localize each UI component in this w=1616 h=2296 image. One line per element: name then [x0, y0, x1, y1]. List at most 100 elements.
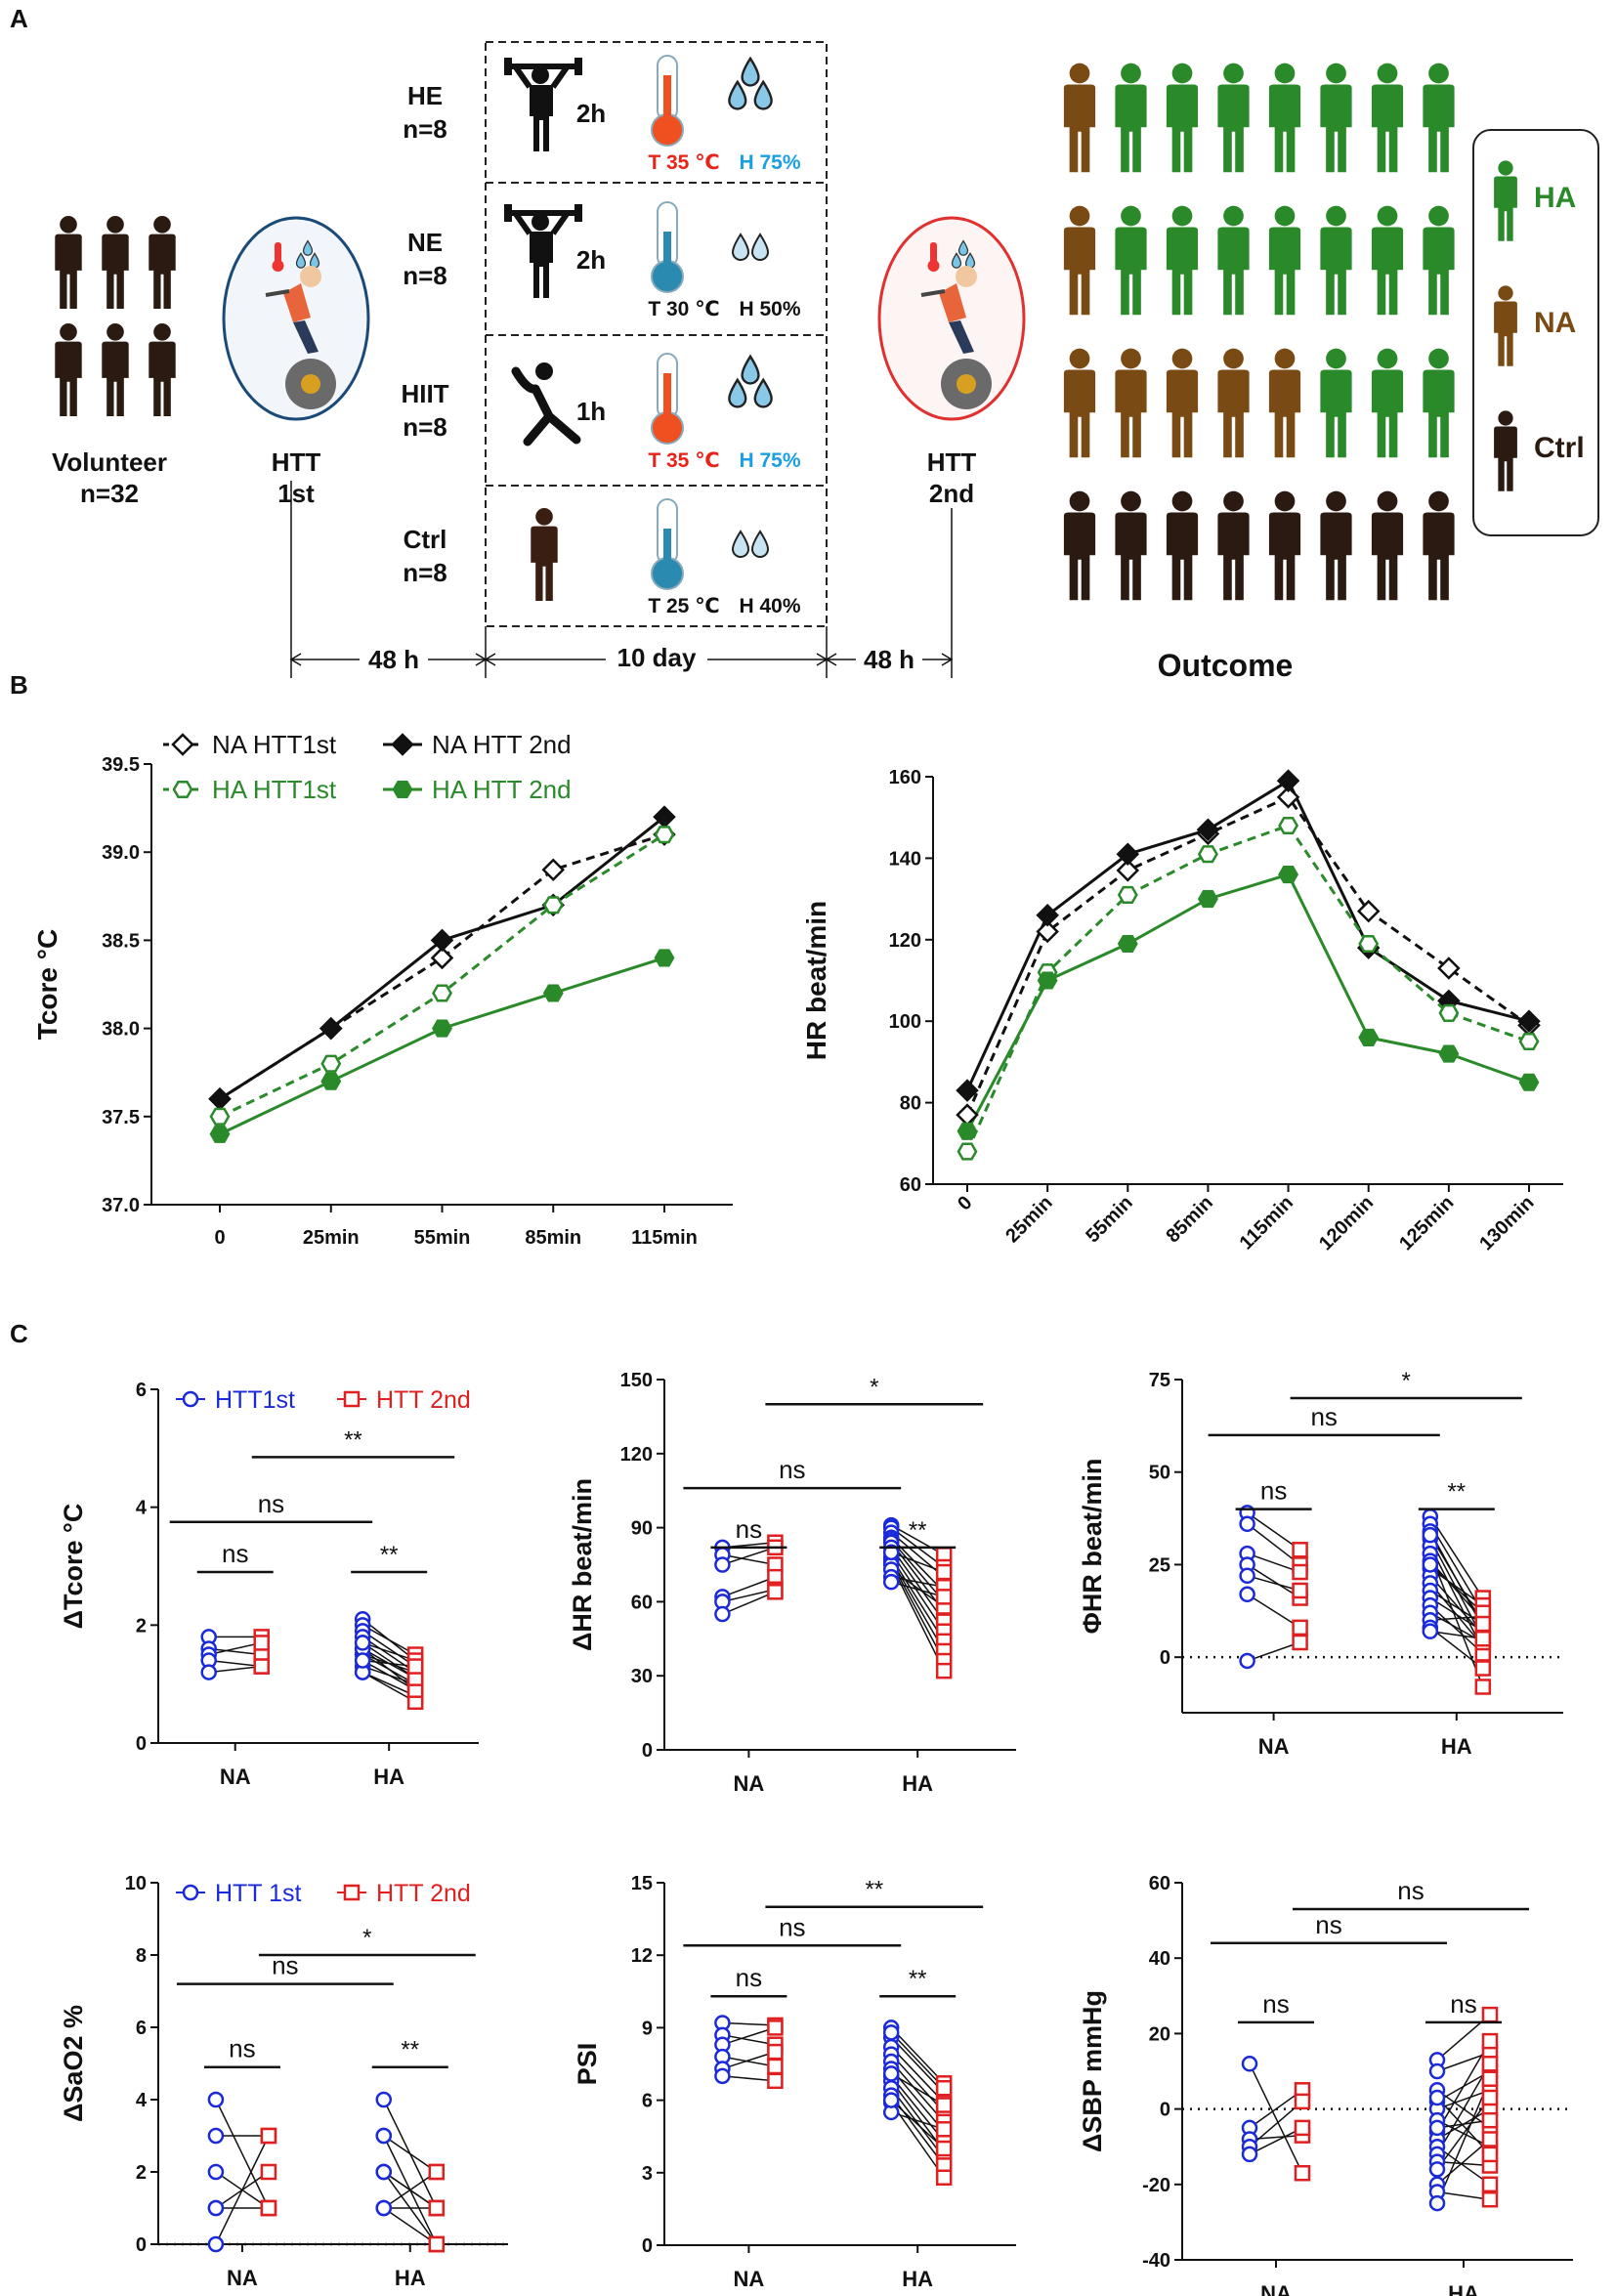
paired-line — [1249, 2062, 1303, 2174]
legend-marker — [182, 1390, 199, 1408]
outcome-person-na-icon — [1063, 63, 1096, 173]
paired-line — [215, 2135, 270, 2245]
paired-line — [361, 1671, 416, 1697]
outcome-person-na-icon — [1217, 348, 1250, 458]
paired-line — [890, 1556, 945, 1642]
point-htt2 — [1294, 2164, 1311, 2182]
data-point — [432, 1019, 452, 1038]
point-htt1 — [207, 2235, 225, 2253]
paired-line — [1436, 2040, 1491, 2133]
significance-label: ns — [258, 1489, 284, 1518]
outcome-person-na-icon — [1063, 205, 1096, 316]
point-htt1 — [1239, 1586, 1255, 1603]
paired-line — [361, 1671, 416, 1703]
paired-line — [383, 2135, 438, 2173]
volunteer-count: n=32 — [80, 479, 139, 508]
y-tick-label: 160 — [889, 767, 921, 788]
data-point — [542, 896, 564, 914]
htt-2nd-label-line1: HTT — [927, 447, 977, 477]
x-tick-label: 55min — [1082, 1192, 1136, 1247]
legend-marker — [343, 1884, 361, 1901]
group-duration: 2h — [576, 245, 606, 275]
point-htt2 — [1474, 1660, 1492, 1677]
group-ne: NE n=8 2h T 30 ℃ H 50% — [403, 201, 801, 320]
paired-line — [890, 2095, 945, 2166]
significance-label: ns — [736, 1514, 762, 1544]
point-htt2 — [1481, 2032, 1499, 2050]
chart-C5: 0 3 6 9 12 15 NA HA PSI ns ** ns ** — [573, 1873, 1016, 2291]
significance-label: ** — [380, 1542, 399, 1568]
legend-label: HA HTT 2nd — [432, 775, 572, 804]
y-tick-label: 6 — [136, 2018, 147, 2039]
data-point — [1037, 971, 1058, 990]
point-htt2 — [1481, 2176, 1499, 2193]
outcome-person-na-icon — [1268, 348, 1301, 458]
legend-label: NA HTT1st — [212, 730, 337, 759]
paired-line — [362, 1659, 416, 1668]
x-tick-label: HA — [902, 1771, 933, 1796]
point-htt2 — [935, 2079, 953, 2097]
point-htt2 — [1481, 2111, 1499, 2129]
paired-line — [1429, 1604, 1484, 1654]
outcome-person-ha-icon — [1166, 63, 1199, 173]
y-tick-label: 100 — [889, 1011, 921, 1033]
outcome-person-ctrl-icon — [1063, 490, 1096, 601]
paired-line — [722, 2021, 776, 2026]
paired-line — [890, 2046, 945, 2104]
data-point — [654, 949, 675, 967]
paired-line — [890, 2026, 945, 2084]
panel-label-a: A — [10, 4, 28, 33]
stretching-person-icon — [511, 362, 581, 446]
point-htt2 — [767, 1584, 784, 1600]
dumbbell-person-icon — [504, 204, 582, 298]
y-tick-label: 30 — [631, 1666, 653, 1687]
point-htt1 — [1241, 2056, 1258, 2072]
data-point — [430, 928, 454, 953]
data-point — [1438, 1003, 1460, 1022]
paired-line — [1429, 1615, 1483, 1622]
paired-line — [890, 2036, 945, 2094]
humidity-drops-icon — [731, 233, 770, 262]
point-htt1 — [882, 2024, 900, 2041]
paired-line — [722, 1589, 776, 1603]
y-tick-label: 90 — [631, 1518, 653, 1540]
thermometer-icon — [651, 55, 684, 147]
point-htt1 — [354, 1652, 371, 1669]
outcome-person-ha-icon — [1268, 63, 1301, 173]
paired-line — [361, 1647, 416, 1691]
paired-line — [1247, 1563, 1301, 1599]
point-htt1 — [1428, 2194, 1446, 2212]
paired-line — [890, 2111, 945, 2130]
y-tick-label: 15 — [631, 1873, 653, 1894]
point-htt2 — [1481, 2006, 1499, 2023]
y-axis-label: ΔHR beat/min — [568, 1478, 597, 1651]
data-point — [1196, 818, 1220, 841]
paired-line — [361, 1641, 416, 1679]
paired-line — [383, 2171, 438, 2209]
point-htt1 — [1428, 2062, 1446, 2080]
y-tick-label: -20 — [1142, 2175, 1170, 2196]
significance-label: ** — [865, 1877, 883, 1903]
outcome-person-ctrl-icon — [1371, 490, 1404, 601]
y-axis-label: Tcore °C — [32, 929, 63, 1040]
paired-line — [891, 1576, 945, 1588]
paired-line — [1429, 1534, 1484, 1625]
y-tick-label: 39.0 — [102, 842, 140, 864]
y-tick-label: 39.5 — [102, 754, 140, 776]
point-htt1 — [375, 2163, 393, 2181]
outcome-person-ha-icon — [1371, 63, 1404, 173]
point-htt2 — [1474, 1630, 1492, 1647]
paired-line — [890, 1552, 945, 1633]
significance-label: ** — [1447, 1479, 1466, 1506]
x-tick-label: HA — [373, 1765, 404, 1789]
series-line — [219, 832, 665, 1119]
thermometer-icon — [651, 498, 684, 590]
paired-line — [890, 2075, 945, 2143]
y-tick-label: 75 — [1149, 1370, 1170, 1391]
group-humidity: H 40% — [739, 595, 800, 617]
point-htt2 — [1481, 2056, 1499, 2072]
significance-label: * — [1402, 1368, 1411, 1394]
data-point — [1116, 842, 1140, 866]
x-tick-label: 0 — [954, 1192, 976, 1214]
paired-line — [1429, 1630, 1483, 1639]
